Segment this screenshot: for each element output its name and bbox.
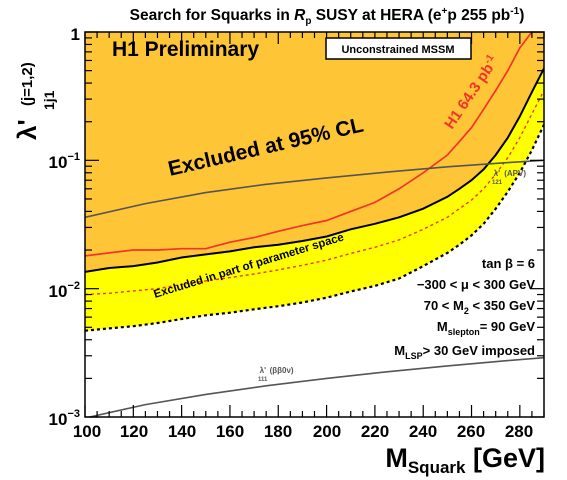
x-tick-label: 220: [361, 422, 389, 441]
bb0nu-limit-line: [86, 356, 544, 417]
title-sup-plus: +: [442, 6, 448, 17]
h1-64pb-limit-line: [85, 32, 544, 257]
y-tick-label: 10−3: [49, 408, 80, 429]
y-axis-label-text: λ': [12, 119, 42, 140]
title-sup-m1: -1: [510, 6, 519, 17]
param-tail: < 350 GeV: [469, 298, 535, 313]
y-axis-label-extra: (j=1,2): [19, 62, 36, 106]
x-tick-label: 180: [264, 422, 292, 441]
x-tick-label: 200: [313, 422, 341, 441]
param-main: −300 < μ < 300 GeV: [417, 277, 536, 292]
y-axis-ticks: [85, 31, 544, 418]
title-part-a: Search for Squarks in: [130, 7, 295, 24]
mssm-label: Unconstrained MSSM: [341, 44, 454, 56]
y-tick-base: 10: [49, 282, 68, 301]
param-line: −300 < μ < 300 GeV: [417, 277, 536, 292]
param-line: MLSP> 30 GeV imposed: [394, 343, 535, 361]
apv-label: λ' 121 (APV): [492, 169, 526, 186]
bb-label-tail: (ββ0ν): [267, 366, 294, 375]
title-r: R: [294, 7, 306, 24]
x-axis-label: MSquark [GeV]: [385, 443, 545, 477]
excluded-region: [85, 32, 544, 272]
y-tick-exp: −1: [67, 151, 80, 163]
y-tick-base: 10: [49, 410, 68, 429]
param-main: tan β = 6: [482, 256, 535, 271]
x-axis-label-sub: Squark: [408, 458, 466, 477]
apv-label-main: λ': [494, 169, 500, 178]
param-sub: LSP: [405, 351, 423, 361]
param-tail: > 30 GeV imposed: [423, 343, 535, 358]
y-tick-label: 1: [71, 25, 80, 44]
x-tick-label: 140: [168, 422, 196, 441]
x-axis-label-unit: [GeV]: [465, 443, 545, 473]
bb0nu-label: λ' 111 (ββ0ν): [258, 366, 294, 383]
y-axis-label-main: λ': [12, 119, 42, 140]
param-main: 70 < M: [424, 298, 464, 313]
x-tick-label: 240: [409, 422, 437, 441]
apv-limit-line: [85, 159, 544, 219]
apv-label-sub: 121: [492, 180, 503, 186]
param-sub: 2: [464, 306, 469, 316]
title-part-d: ): [519, 7, 524, 24]
chart-title: Search for Squarks in Rp SUSY at HERA (e…: [130, 6, 525, 27]
bb-label-main: λ': [260, 366, 266, 375]
param-sub: slepton: [448, 327, 480, 337]
y-tick-label: 10−2: [49, 280, 80, 301]
y-axis-label-sub: 1j1: [41, 90, 57, 110]
y-tick-exp: −2: [67, 280, 80, 292]
title-p: p: [305, 16, 311, 27]
x-tick-label: 100: [73, 422, 101, 441]
apv-label-tail: (APV): [502, 169, 526, 178]
x-tick-label: 120: [120, 422, 148, 441]
param-main: M: [394, 343, 405, 358]
y-tick-base: 10: [49, 153, 68, 172]
param-tail: = 90 GeV: [480, 319, 536, 334]
param-line: Mslepton= 90 GeV: [437, 319, 535, 337]
title-part-b: SUSY at HERA (e: [311, 7, 441, 24]
param-main: M: [437, 319, 448, 334]
bb-label-sub: 111: [258, 377, 268, 383]
y-tick-label: 10−1: [49, 151, 80, 172]
param-line: 70 < M2 < 350 GeV: [424, 298, 536, 316]
y-axis-tick-labels: 1 10−1 10−2 10−3: [49, 25, 80, 429]
x-axis-label-main: M: [385, 443, 408, 473]
h1-preliminary-label: H1 Preliminary: [112, 38, 259, 61]
mssm-label-box: [325, 37, 472, 60]
x-axis-tick-labels: 100 120 140 160 180 200 220 240 260 280: [73, 422, 533, 441]
upper-boundary-line: [85, 67, 544, 273]
partial-excluded-region: [85, 68, 544, 331]
x-tick-label: 280: [505, 422, 533, 441]
x-tick-label: 260: [457, 422, 485, 441]
y-tick-exp: −3: [67, 408, 80, 420]
x-tick-label: 160: [216, 422, 244, 441]
parameter-block: tan β = 6 −300 < μ < 300 GeV 70 < M2 < 3…: [394, 256, 535, 361]
param-line: tan β = 6: [482, 256, 535, 271]
y-tick-base: 1: [71, 25, 80, 44]
title-part-c: p 255 pb: [447, 7, 510, 24]
y-axis-label: λ' 1j1 (j=1,2): [12, 62, 57, 140]
